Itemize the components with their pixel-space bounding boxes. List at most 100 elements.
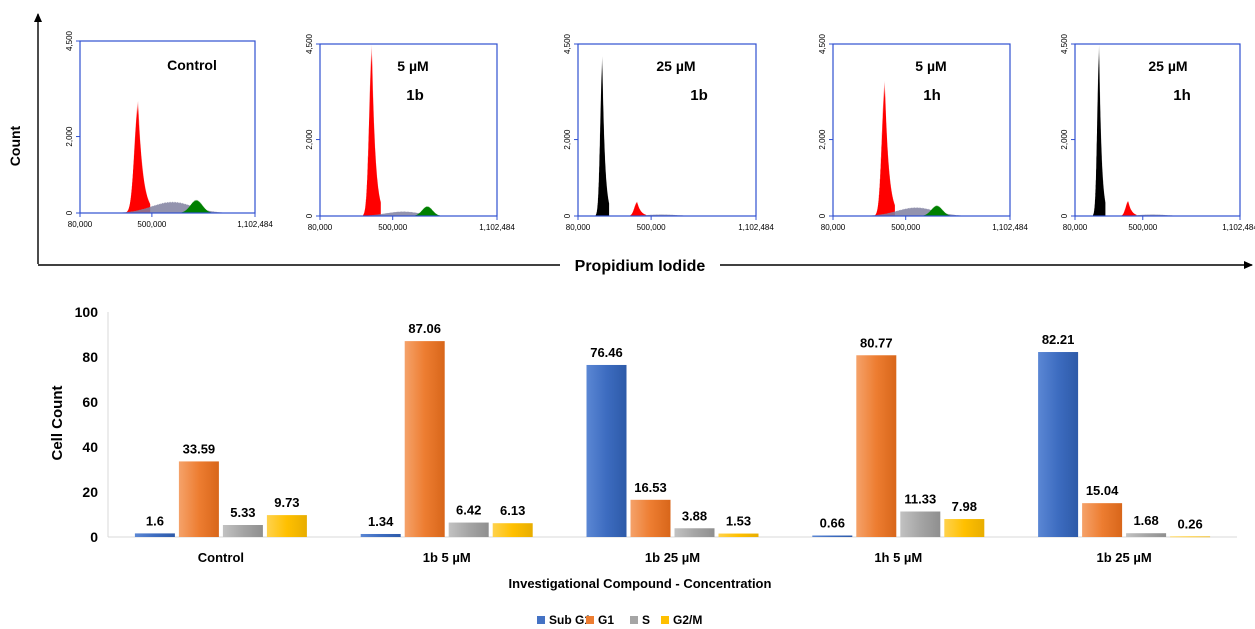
histogram-x-tick-label: 80,000 bbox=[68, 220, 93, 229]
histogram-y-tick-label: 2,000 bbox=[1060, 129, 1069, 150]
bar-data-label: 6.13 bbox=[500, 503, 525, 518]
bar-chart: Cell Count Investigational Compound - Co… bbox=[49, 304, 1237, 627]
histogram-x-tick-label: 80,000 bbox=[821, 223, 846, 232]
bar bbox=[492, 523, 533, 537]
bar-data-label: 87.06 bbox=[408, 321, 441, 336]
top-y-axis-label: Count bbox=[7, 125, 23, 166]
bar-y-tick-label: 20 bbox=[82, 484, 98, 500]
histogram-y-tick-label: 4,500 bbox=[1060, 33, 1069, 54]
bar-category-labels: Control 1b 5 µM 1b 25 µM 1h 5 µM 1b 25 µM bbox=[198, 550, 1152, 565]
histogram-frame bbox=[577, 43, 757, 217]
histogram-x-tick-label: 500,000 bbox=[1128, 223, 1157, 232]
histogram-title: Control bbox=[167, 57, 217, 73]
bar-category-label: 1b 25 µM bbox=[645, 550, 700, 565]
histogram-y-tick-label: 0 bbox=[305, 213, 314, 218]
histogram-title: 25 µM bbox=[656, 58, 695, 74]
histogram-subtitle: 1h bbox=[923, 87, 941, 104]
bar-data-label: 9.73 bbox=[274, 495, 299, 510]
legend-label: Sub G1 bbox=[549, 613, 591, 627]
histogram-frame bbox=[79, 40, 256, 214]
histogram-x-tick-label: 500,000 bbox=[637, 223, 666, 232]
bar-data-label: 1.53 bbox=[726, 514, 751, 529]
histogram-y-tick-label: 4,500 bbox=[818, 33, 827, 54]
top-axes: Count Propidium Iodide bbox=[7, 13, 1253, 275]
histogram-frame bbox=[319, 43, 498, 217]
bar-data-label: 1.68 bbox=[1133, 513, 1158, 528]
histogram-x-tick-label: 1,102,484 bbox=[992, 223, 1028, 232]
bar-x-axis-title: Investigational Compound - Concentration bbox=[509, 576, 772, 591]
bar-category-label: 1b 25 µM bbox=[1097, 550, 1152, 565]
histogram-x-tick-label: 1,102,484 bbox=[479, 223, 515, 232]
bar bbox=[134, 533, 175, 537]
bar-data-label: 76.46 bbox=[590, 345, 623, 360]
bar-bars: 1.6 33.59 5.33 9.73 1.34 87.06 6.42 6.13 76.46 16… bbox=[134, 321, 1211, 538]
bar-data-label: 7.98 bbox=[952, 499, 977, 514]
histogram-subtitle: 1h bbox=[1173, 87, 1191, 104]
histogram-frame bbox=[1074, 43, 1241, 217]
histogram-panel: 80,000 500,000 1,102,484 0 2,000 4,500 5 µM 1b bbox=[305, 33, 515, 232]
bar bbox=[360, 533, 401, 537]
bar-data-label: 0.26 bbox=[1177, 516, 1202, 531]
bar-y-tick-label: 80 bbox=[82, 349, 98, 365]
bar-legend: Sub G1 G1 S G2/M bbox=[537, 613, 702, 627]
bar bbox=[1038, 352, 1079, 537]
bar-data-label: 16.53 bbox=[634, 480, 667, 495]
histogram-x-tick-label: 1,102,484 bbox=[1222, 223, 1255, 232]
histogram-title: 5 µM bbox=[915, 58, 946, 74]
histogram-y-tick-label: 4,500 bbox=[563, 33, 572, 54]
bar-data-label: 15.04 bbox=[1086, 483, 1119, 498]
histogram-panel: 80,000 500,000 1,102,484 0 2,000 4,500 25 µM 1b bbox=[563, 33, 774, 232]
bar-y-tick-label: 100 bbox=[75, 304, 99, 320]
histogram-x-tick-label: 80,000 bbox=[308, 223, 333, 232]
legend-swatch bbox=[537, 616, 545, 624]
histogram-title: 25 µM bbox=[1148, 58, 1187, 74]
histogram-y-tick-label: 0 bbox=[65, 210, 74, 215]
histogram-peak bbox=[875, 80, 895, 216]
histogram-peak bbox=[363, 44, 381, 216]
bar bbox=[448, 522, 489, 537]
bar-data-label: 3.88 bbox=[682, 508, 707, 523]
histogram-peak bbox=[1120, 200, 1137, 216]
histogram-y-tick-label: 2,000 bbox=[305, 129, 314, 150]
bar-data-label: 1.6 bbox=[146, 513, 164, 528]
bar bbox=[222, 525, 263, 537]
bar bbox=[266, 515, 307, 537]
histogram-panel: 80,000 500,000 1,102,484 0 2,000 4,500 5 µM 1h bbox=[818, 33, 1028, 232]
histogram-y-tick-label: 0 bbox=[1060, 213, 1069, 218]
legend-swatch bbox=[661, 616, 669, 624]
bar bbox=[674, 528, 715, 537]
bar-data-label: 5.33 bbox=[230, 505, 255, 520]
histogram-panel: 80,000 500,000 1,102,484 0 2,000 4,500 25 µM 1h bbox=[1060, 33, 1255, 232]
histogram-x-tick-label: 80,000 bbox=[1063, 223, 1088, 232]
bar bbox=[1170, 536, 1211, 538]
histogram-x-tick-label: 500,000 bbox=[137, 220, 166, 229]
bar bbox=[812, 535, 853, 537]
legend-label: S bbox=[642, 613, 650, 627]
histogram-peak bbox=[855, 207, 977, 216]
bar bbox=[1126, 533, 1167, 537]
bar-y-axis-title: Cell Count bbox=[49, 386, 66, 461]
bar-data-label: 82.21 bbox=[1042, 332, 1075, 347]
bar-y-tick-label: 60 bbox=[82, 394, 98, 410]
legend-label: G2/M bbox=[673, 613, 702, 627]
legend-swatch bbox=[630, 616, 638, 624]
histogram-peak bbox=[595, 55, 610, 216]
bar-category-label: 1h 5 µM bbox=[874, 550, 922, 565]
top-x-axis-label: Propidium Iodide bbox=[575, 258, 706, 275]
histogram-x-tick-label: 1,102,484 bbox=[237, 220, 273, 229]
histogram-x-tick-label: 500,000 bbox=[891, 223, 920, 232]
histogram-panel: 80,000 500,000 1,102,484 0 2,000 4,500 Control bbox=[65, 30, 273, 229]
bar bbox=[718, 533, 759, 537]
histogram-peak bbox=[1093, 44, 1106, 216]
bar bbox=[586, 364, 627, 537]
bar bbox=[178, 461, 219, 537]
histogram-peak bbox=[177, 199, 216, 213]
bar bbox=[630, 499, 671, 537]
histogram-peak bbox=[410, 206, 444, 216]
bar-y-tick-label: 40 bbox=[82, 439, 98, 455]
bar-y-ticks: 0 20 40 60 80 100 bbox=[75, 304, 99, 545]
histogram-y-tick-label: 0 bbox=[563, 213, 572, 218]
histogram-title: 5 µM bbox=[397, 58, 428, 74]
bar-y-tick-label: 0 bbox=[90, 529, 98, 545]
